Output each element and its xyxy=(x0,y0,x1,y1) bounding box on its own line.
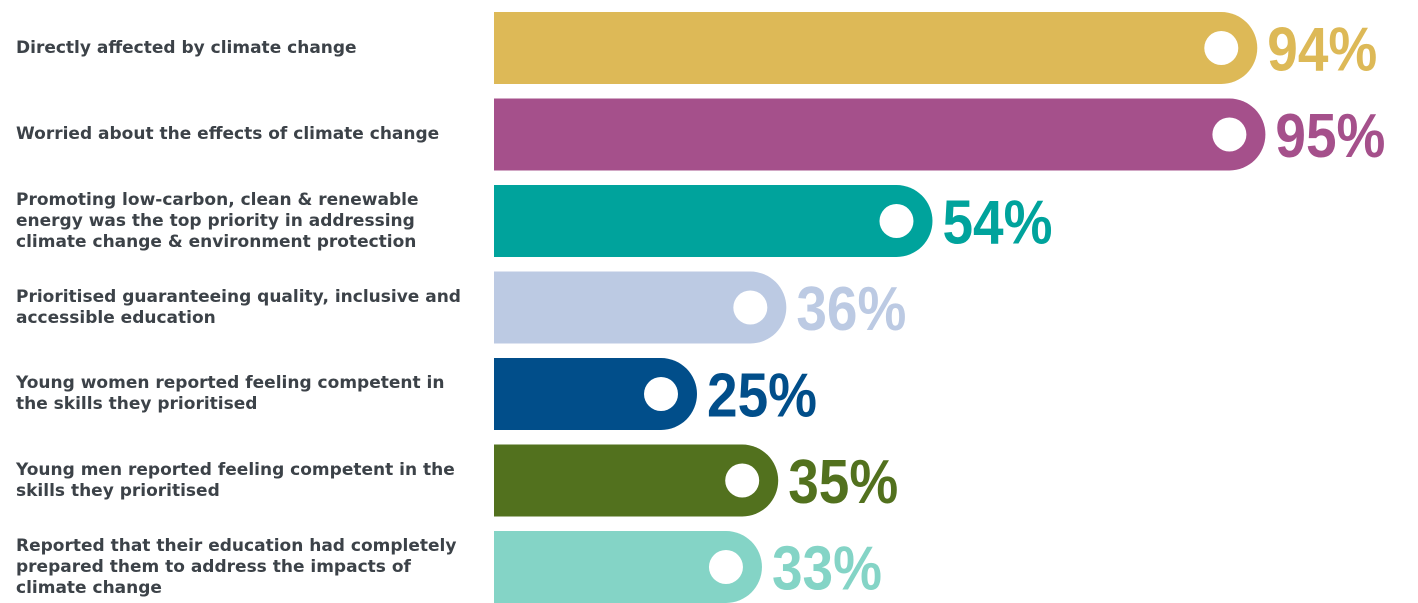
bar xyxy=(494,358,697,430)
bar-group: 35% xyxy=(494,444,898,517)
bar-group: 36% xyxy=(494,271,906,344)
data-label: 35% xyxy=(788,448,898,517)
bar xyxy=(494,12,1258,84)
bar xyxy=(494,98,1266,171)
bar-end-dot xyxy=(1204,31,1239,65)
category-label: Prioritised guaranteeing quality, inclus… xyxy=(16,272,471,344)
category-label-text: Young women reported feeling competent i… xyxy=(16,373,445,414)
category-label: Young women reported feeling competent i… xyxy=(16,358,471,430)
data-label: 94% xyxy=(1267,15,1377,84)
category-label: Promoting low-carbon, clean & renewable … xyxy=(16,185,471,257)
data-label: 95% xyxy=(1275,102,1385,171)
category-label: Directly affected by climate change xyxy=(16,12,471,84)
bar-group: 25% xyxy=(494,358,817,430)
bar xyxy=(494,444,779,517)
bar xyxy=(494,185,933,257)
category-label: Young men reported feeling competent in … xyxy=(16,445,471,517)
data-label: 36% xyxy=(796,275,906,344)
bar-group: 95% xyxy=(494,98,1385,171)
category-label-text: Reported that their education had comple… xyxy=(16,535,457,598)
bar-end-dot xyxy=(879,204,914,238)
category-label-text: Directly affected by climate change xyxy=(16,37,357,58)
data-label: 33% xyxy=(772,534,882,603)
category-label: Worried about the effects of climate cha… xyxy=(16,99,471,171)
bar xyxy=(494,271,787,344)
category-label-text: Young men reported feeling competent in … xyxy=(16,459,455,501)
bar-group: 33% xyxy=(494,531,882,603)
bar-group: 54% xyxy=(494,185,1052,257)
bar-group: 94% xyxy=(494,12,1377,84)
bar xyxy=(494,531,762,603)
bar-end-dot xyxy=(733,290,768,325)
category-label: Reported that their education had comple… xyxy=(16,531,471,603)
bar-end-dot xyxy=(644,377,678,411)
category-label-text: Prioritised guaranteeing quality, inclus… xyxy=(16,286,461,328)
category-label-text: Worried about the effects of climate cha… xyxy=(16,124,440,144)
category-label-text: Promoting low-carbon, clean & renewable … xyxy=(16,189,419,252)
bar-end-dot xyxy=(1212,117,1247,152)
data-label: 25% xyxy=(707,361,817,430)
bar-end-dot xyxy=(708,550,743,584)
bar-end-dot xyxy=(725,463,760,498)
data-label: 54% xyxy=(942,188,1052,257)
